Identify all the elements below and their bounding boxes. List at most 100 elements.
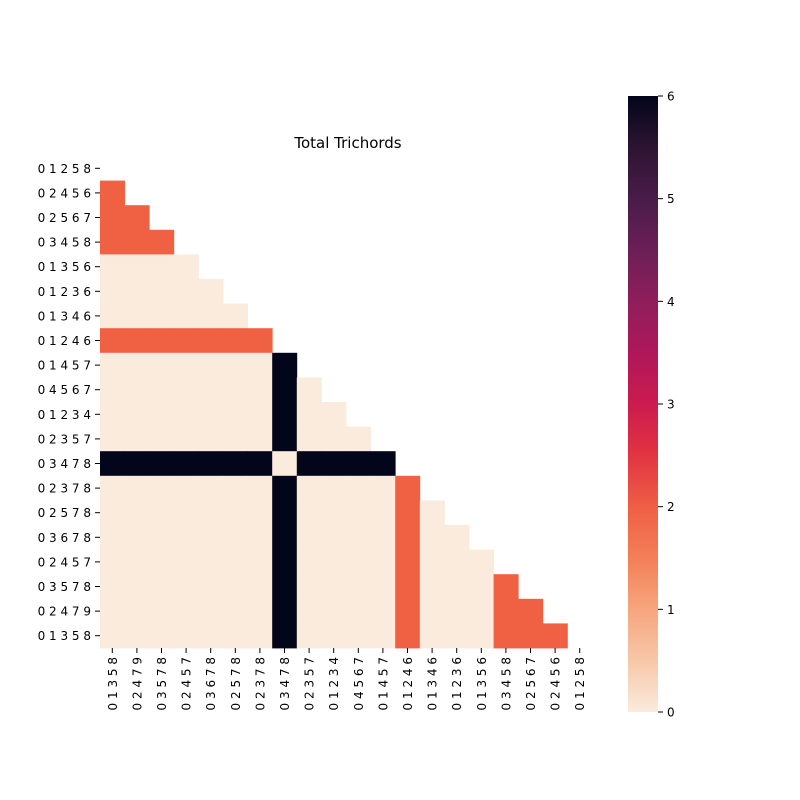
heatmap-cell [272,426,298,452]
heatmap-cell [149,303,175,329]
heatmap-cell [149,402,175,427]
heatmap-cell [247,426,273,452]
row-tick-label: 0 3 4 5 8 [38,236,91,250]
heatmap-cell [321,574,347,600]
heatmap-cell [395,598,421,624]
heatmap-cell [223,303,248,329]
heatmap-cell [296,402,322,427]
heatmap-cell [198,279,224,304]
heatmap-cell [419,598,445,624]
heatmap-cell [296,426,322,452]
heatmap-cell [223,475,248,501]
heatmap-cell [321,598,347,624]
heatmap-cell [124,574,150,600]
heatmap-cell [247,623,273,649]
heatmap-cell [223,352,248,378]
col-tick-label: 0 2 5 6 7 [524,657,538,710]
col-tick-label: 0 2 5 7 8 [229,657,243,710]
heatmap-cell [518,598,544,624]
heatmap-cell [370,549,396,575]
heatmap-cell [419,623,445,649]
heatmap-cell [272,598,298,624]
heatmap-cell [100,598,125,624]
heatmap-cell [272,525,298,550]
heatmap-cell [100,328,125,354]
heatmap-cell [296,475,322,501]
row-tick-label: 0 2 5 7 8 [38,506,91,520]
heatmap-cell [100,426,125,452]
heatmap-cell [469,549,494,575]
heatmap-cell [223,426,248,452]
heatmap-cell [223,598,248,624]
chart-title: Total Trichords [293,134,401,152]
heatmap-cell [124,426,150,452]
heatmap-cell [346,451,371,477]
heatmap-cell [173,525,199,550]
heatmap-cell [395,623,421,649]
heatmap-cell [124,328,150,354]
heatmap-cell [272,623,298,649]
heatmap-cell [346,574,371,600]
heatmap-cell [124,377,150,403]
heatmap-cell [296,451,322,477]
heatmap-cell [149,574,175,600]
heatmap-cell [100,377,125,403]
heatmap-cell [247,598,273,624]
heatmap-cell [173,475,199,501]
heatmap-cell [173,328,199,354]
row-tick-label: 0 2 4 5 6 [38,186,91,200]
colorbar-tick-label: 5 [667,192,675,206]
heatmap-cell [272,451,298,477]
heatmap-cell [173,254,199,280]
col-tick-label: 0 2 4 5 7 [180,657,194,710]
heatmap-cell [173,279,199,304]
heatmap-cell [100,475,125,501]
col-tick-label: 0 2 4 7 9 [130,657,144,710]
heatmap-cell [272,402,298,427]
heatmap-cell [542,623,568,649]
heatmap-cell [223,525,248,550]
row-tick-label: 0 3 6 7 8 [38,531,91,545]
heatmap-cell [124,549,150,575]
row-tick-label: 0 1 3 4 6 [38,309,91,323]
heatmap-cell [346,549,371,575]
colorbar-ticks: 0 1 2 3 4 5 6 [658,90,675,720]
col-tick-label: 0 1 2 3 4 [327,657,341,710]
heatmap-cell [321,500,347,526]
heatmap-cell [149,279,175,304]
colorbar-tick-label: 2 [667,500,675,514]
heatmap-cell [296,598,322,624]
heatmap-cell [395,549,421,575]
heatmap-cell [198,377,224,403]
heatmap-cell [321,623,347,649]
col-tick-label: 0 1 3 5 6 [475,657,489,710]
heatmap-cell [100,180,125,206]
heatmap-cell [223,549,248,575]
heatmap-cell [173,426,199,452]
heatmap-cell [223,377,248,403]
heatmap-cell [346,426,371,452]
heatmap-cell [247,500,273,526]
heatmap-cell [370,598,396,624]
row-tick-label: 0 2 3 7 8 [38,482,91,496]
heatmap-cell [223,623,248,649]
heatmap-cell [395,525,421,550]
heatmap-cell [321,451,347,477]
heatmap-cell [518,623,544,649]
heatmap-cell [173,303,199,329]
row-tick-label: 0 1 2 4 6 [38,334,91,348]
heatmap-cell [272,574,298,600]
heatmap-cell [173,451,199,477]
heatmap-cell [100,549,125,575]
col-tick-label: 0 1 4 5 7 [376,657,390,710]
heatmap-cell [419,549,445,575]
heatmap-cell [198,598,224,624]
heatmap-cell [296,549,322,575]
heatmap-cell [149,598,175,624]
heatmap-cell [272,352,298,378]
heatmap-cell [419,525,445,550]
heatmap-cell [100,352,125,378]
heatmap-cell [247,377,273,403]
heatmap-cell [124,229,150,255]
heatmap-cell [223,574,248,600]
